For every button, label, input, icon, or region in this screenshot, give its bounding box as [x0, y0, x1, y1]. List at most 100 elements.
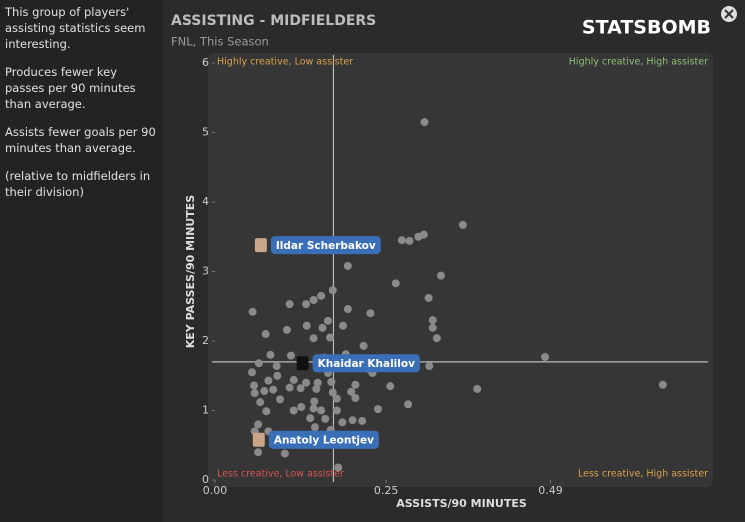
point — [309, 334, 318, 343]
point — [312, 384, 321, 393]
point — [309, 295, 318, 304]
point — [285, 383, 294, 392]
point — [250, 389, 259, 398]
point — [310, 397, 319, 406]
point — [272, 362, 281, 371]
player-marker[interactable]: Ildar Scherbakov — [254, 236, 381, 255]
point — [351, 393, 360, 402]
point — [404, 400, 413, 409]
y-tick-label: 5 — [202, 126, 209, 139]
point — [318, 323, 327, 332]
y-tick-label: 4 — [202, 195, 209, 208]
point — [269, 385, 278, 394]
player-label: Khaidar Khalilov — [318, 358, 415, 370]
point — [332, 406, 341, 415]
point — [338, 418, 347, 427]
point — [248, 307, 257, 316]
quadrant-label: Highly creative, High assister — [569, 57, 708, 68]
player-label-bg — [312, 354, 420, 373]
player-avatar — [254, 238, 267, 253]
close-button[interactable] — [721, 6, 737, 22]
quadrant-label: Less creative, High assister — [578, 469, 708, 480]
point — [348, 416, 357, 425]
point — [306, 414, 315, 423]
point — [339, 321, 348, 330]
sidebar: This group of players' assisting statist… — [0, 0, 163, 522]
quadrant-label: Less creative, Low assister — [217, 469, 344, 480]
point — [432, 334, 441, 343]
point — [302, 300, 311, 309]
player-label-bg — [270, 236, 381, 255]
subtitle: FNL, This Season — [171, 35, 269, 49]
point — [473, 384, 482, 393]
player-marker[interactable]: Anatoly Leontjev — [252, 430, 379, 449]
x-tick-label: 0.00 — [203, 484, 228, 497]
logo: STATSBOMB — [582, 17, 711, 39]
player-label-bg — [268, 430, 379, 449]
plot-bg — [208, 53, 713, 487]
point — [332, 394, 341, 403]
point — [260, 387, 269, 396]
point — [391, 279, 400, 288]
point — [287, 351, 296, 360]
chart-panel: ASSISTING - MIDFIELDERS FNL, This Season… — [163, 0, 745, 522]
point — [273, 371, 282, 380]
point — [282, 325, 291, 334]
point — [323, 316, 332, 325]
point — [328, 286, 337, 295]
point — [424, 293, 433, 302]
point — [359, 341, 368, 350]
point — [347, 387, 356, 396]
point — [327, 378, 336, 387]
y-tick-label: 2 — [202, 334, 209, 347]
point — [262, 407, 271, 416]
point — [276, 395, 285, 404]
point — [285, 300, 294, 309]
point — [405, 236, 414, 245]
point — [428, 316, 437, 325]
point — [247, 368, 256, 377]
point — [328, 388, 337, 397]
point — [289, 375, 298, 384]
y-tick-label: 0 — [202, 473, 209, 486]
player-marker[interactable]: Khaidar Khalilov — [296, 354, 420, 373]
point — [317, 406, 326, 415]
point — [280, 449, 289, 458]
point — [264, 376, 273, 385]
point — [658, 380, 667, 389]
player-label: Anatoly Leontjev — [274, 435, 374, 447]
sidebar-text: Produces fewer key passes per 90 minutes… — [5, 65, 136, 111]
point — [334, 463, 343, 472]
point — [309, 404, 318, 413]
y-axis-title: KEY PASSES/90 MINUTES — [184, 195, 197, 349]
point — [302, 321, 311, 330]
y-tick-label: 6 — [202, 56, 209, 69]
point — [419, 230, 428, 239]
x-tick-label: 0.49 — [538, 484, 563, 497]
point — [420, 118, 429, 127]
sidebar-text: Assists fewer goals per 90 minutes than … — [5, 125, 156, 155]
y-tick-label: 1 — [202, 404, 209, 417]
point — [321, 414, 330, 423]
point — [343, 261, 352, 270]
point — [366, 309, 375, 318]
x-tick-label: 0.25 — [374, 484, 399, 497]
point — [256, 398, 265, 407]
point — [425, 362, 434, 371]
title: ASSISTING - MIDFIELDERS — [171, 13, 376, 29]
sidebar-text: This group of players' assisting statist… — [5, 5, 146, 51]
point — [310, 423, 319, 432]
point — [289, 406, 298, 415]
point — [254, 420, 263, 429]
sidebar-text: (relative to midfielders in their divisi… — [5, 169, 151, 199]
point — [261, 330, 270, 339]
point — [254, 448, 263, 457]
player-avatar — [252, 432, 265, 447]
point — [541, 352, 550, 361]
point — [436, 271, 445, 280]
point — [317, 291, 326, 300]
point — [373, 405, 382, 414]
point — [302, 378, 311, 387]
point — [397, 236, 406, 245]
